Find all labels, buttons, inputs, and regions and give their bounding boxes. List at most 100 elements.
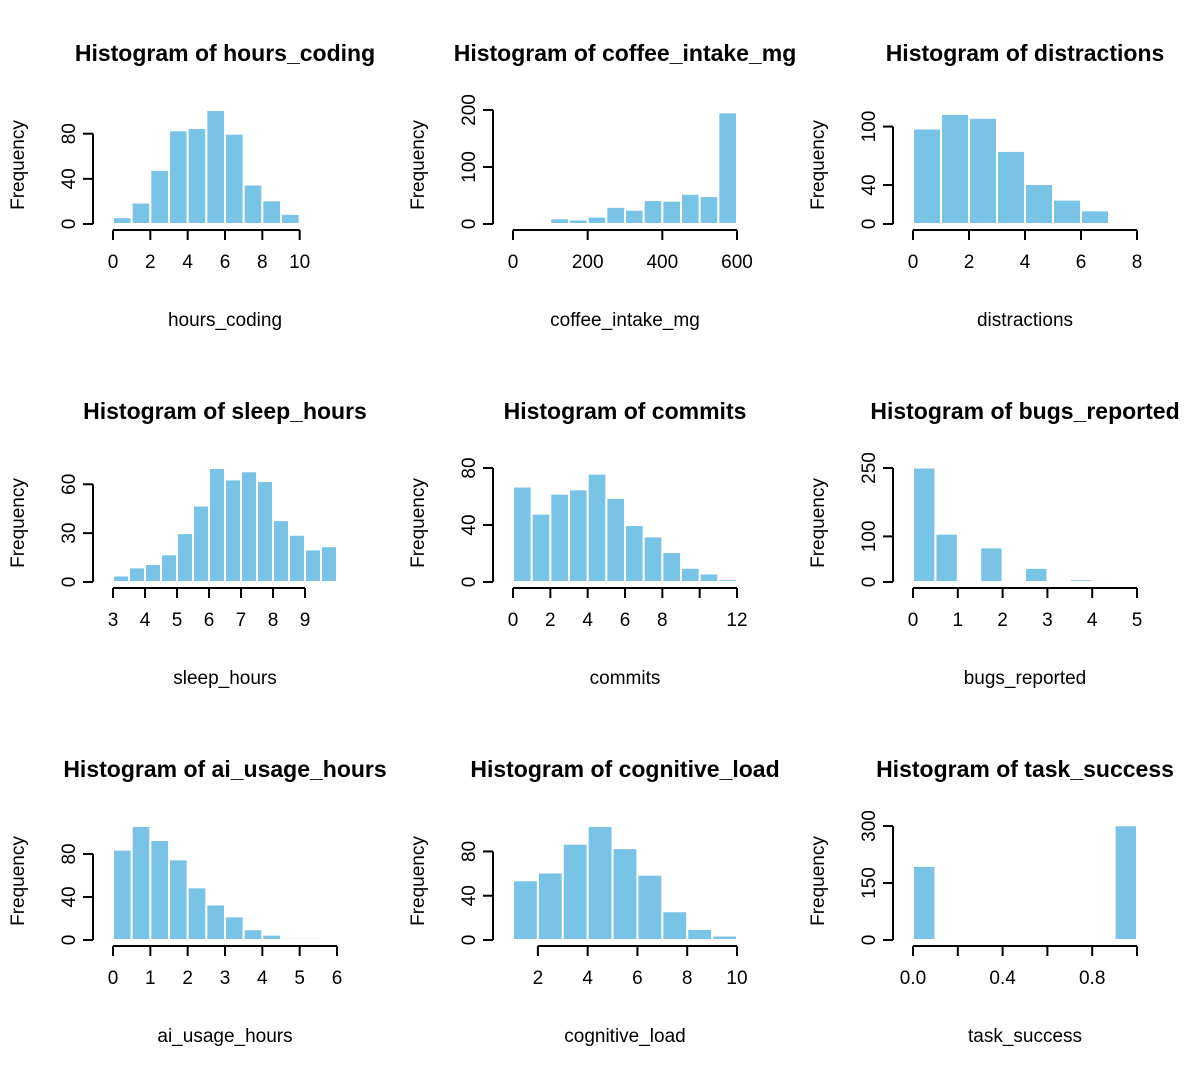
x-tick-label: 4: [582, 968, 593, 989]
x-tick-label: 4: [1087, 610, 1098, 631]
y-tick-label: 200: [459, 94, 480, 126]
histogram-bar: [624, 524, 645, 583]
histogram-bar: [717, 111, 738, 225]
x-tick-label: 0: [908, 610, 919, 631]
histogram-bar: [568, 488, 589, 583]
x-axis-label: sleep_hours: [173, 668, 277, 689]
y-tick-label: 0: [459, 577, 480, 588]
panel-title: Histogram of task_success: [876, 756, 1174, 782]
histogram-bar: [717, 578, 738, 584]
x-axis-label: task_success: [968, 1026, 1082, 1047]
histogram-bar: [280, 936, 301, 942]
histogram-panel-ai_usage_hours: Histogram of ai_usage_hours 0 1 2 3 4 5 6 0 40 80 a…: [8, 756, 387, 1047]
y-tick-label: 100: [459, 151, 480, 183]
histogram-bar: [686, 927, 714, 942]
histogram-bar: [186, 127, 208, 225]
histogram-bar: [186, 886, 208, 941]
histogram-bar: [1113, 824, 1138, 941]
histogram-bar: [205, 109, 226, 225]
histogram-bar: [996, 149, 1026, 225]
histogram-bar: [680, 192, 701, 225]
x-tick-label: 8: [1132, 252, 1143, 273]
histogram-bar: [549, 217, 570, 226]
histogram-bar: [624, 208, 645, 225]
y-axis-label: Frequency: [808, 836, 829, 926]
x-tick-label: 6: [632, 968, 643, 989]
histogram-panel-commits: Histogram of commits 0 2 4 6 8 12 0 40 80 commits F…: [408, 398, 748, 689]
y-tick-label: 0: [59, 219, 80, 230]
histogram-panel-hours_coding: Histogram of hours_coding 0 2 4 6 8 10 0 40 80 hou…: [8, 40, 375, 331]
x-tick-label: 10: [726, 968, 747, 989]
histogram-bar: [642, 535, 664, 584]
x-tick-label: 9: [300, 610, 311, 631]
y-tick-label: 0: [859, 935, 880, 946]
histogram-panel-coffee_intake_mg: Histogram of coffee_intake_mg 0 200 400 600 0…: [408, 40, 796, 331]
x-tick-label: 3: [1042, 610, 1053, 631]
histogram-bar: [304, 548, 322, 584]
y-tick-label: 100: [859, 521, 880, 553]
x-tick-label: 0: [508, 252, 519, 273]
histogram-bar: [160, 553, 178, 583]
histogram-bar: [144, 563, 162, 583]
panel-title: Histogram of hours_coding: [75, 40, 375, 66]
x-tick-label: 2: [545, 610, 556, 631]
histogram-bar: [586, 215, 608, 225]
histogram-bar: [280, 212, 301, 225]
x-axis-label: bugs_reported: [964, 668, 1087, 689]
x-tick-label: 0: [908, 252, 919, 273]
histogram-bar: [586, 825, 614, 941]
x-tick-label: 4: [257, 968, 268, 989]
x-tick-label: 0.8: [1079, 968, 1105, 989]
histogram-bar: [272, 519, 290, 583]
x-tick-label: 8: [657, 610, 668, 631]
y-tick-label: 40: [459, 514, 480, 535]
x-tick-label: 1: [145, 968, 156, 989]
histogram-bar: [112, 848, 133, 942]
x-tick-label: 200: [572, 252, 604, 273]
histogram-bar: [934, 532, 959, 583]
y-tick-label: 100: [859, 111, 880, 143]
x-tick-label: 2: [997, 610, 1008, 631]
histogram-bar: [979, 546, 1004, 583]
histogram-bar: [192, 504, 210, 584]
histogram-bar: [149, 838, 170, 942]
x-tick-label: 5: [172, 610, 183, 631]
x-tick-label: 4: [182, 252, 193, 273]
x-tick-label: 1: [953, 610, 964, 631]
histogram-bar: [912, 864, 937, 942]
panel-title: Histogram of bugs_reported: [870, 398, 1179, 424]
histogram-bar: [128, 566, 146, 583]
y-tick-label: 40: [459, 885, 480, 906]
histogram-bar: [536, 871, 564, 941]
histogram-bar: [605, 205, 626, 225]
histogram-bar: [298, 936, 320, 942]
panel-title: Histogram of sleep_hours: [83, 398, 367, 424]
y-tick-label: 80: [59, 843, 80, 864]
histogram-bar: [680, 566, 701, 583]
histogram-bar: [130, 825, 152, 941]
histogram-bar: [912, 127, 942, 225]
histogram-bar: [320, 545, 338, 584]
histogram-bar: [940, 112, 970, 225]
panel-title: Histogram of ai_usage_hours: [63, 756, 386, 782]
x-tick-label: 8: [682, 968, 693, 989]
histogram-bar: [698, 572, 720, 584]
x-tick-label: 0: [108, 968, 119, 989]
histogram-bar: [661, 551, 682, 584]
x-tick-label: 400: [646, 252, 678, 273]
histogram-bar: [561, 842, 589, 941]
x-tick-label: 10: [289, 252, 310, 273]
x-tick-label: 12: [726, 610, 747, 631]
x-tick-label: 4: [140, 610, 151, 631]
y-tick-label: 0: [459, 935, 480, 946]
x-tick-label: 600: [721, 252, 753, 273]
y-tick-label: 0: [859, 577, 880, 588]
histogram-bar: [112, 216, 133, 225]
y-axis-label: Frequency: [408, 120, 429, 210]
y-tick-label: 0: [59, 577, 80, 588]
x-axis-label: coffee_intake_mg: [550, 310, 700, 331]
x-tick-label: 0.4: [989, 968, 1016, 989]
histogram-bar: [240, 470, 258, 583]
x-tick-label: 2: [533, 968, 544, 989]
histogram-bar: [698, 195, 720, 226]
